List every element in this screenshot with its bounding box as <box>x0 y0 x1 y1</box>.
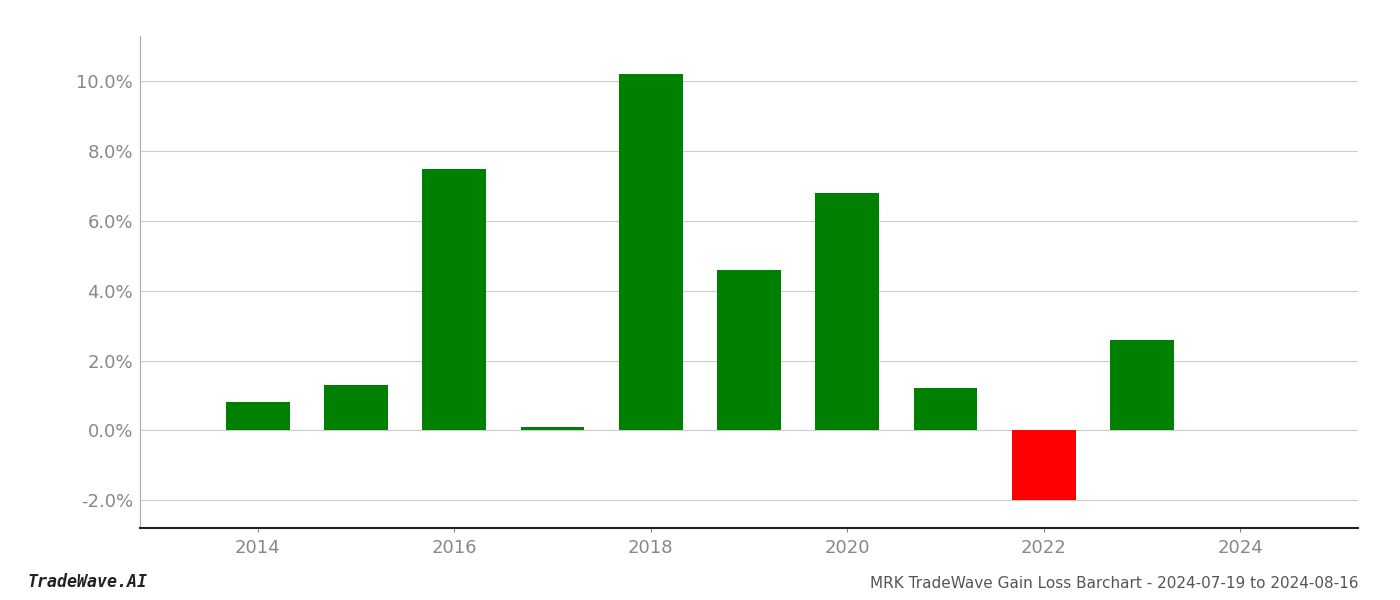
Bar <box>521 427 584 430</box>
Bar <box>325 385 388 430</box>
Bar <box>423 169 486 430</box>
Bar <box>914 388 977 430</box>
Text: TradeWave.AI: TradeWave.AI <box>28 573 148 591</box>
Bar <box>717 270 781 430</box>
Text: MRK TradeWave Gain Loss Barchart - 2024-07-19 to 2024-08-16: MRK TradeWave Gain Loss Barchart - 2024-… <box>869 576 1358 591</box>
Bar <box>225 403 290 430</box>
Bar <box>619 74 683 430</box>
Bar <box>1012 430 1075 500</box>
Bar <box>815 193 879 430</box>
Bar <box>1110 340 1173 430</box>
